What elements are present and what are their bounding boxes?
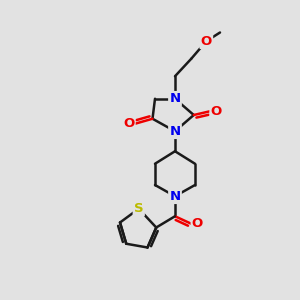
Text: O: O: [201, 35, 212, 48]
Text: N: N: [169, 190, 181, 203]
Text: O: O: [211, 105, 222, 118]
Text: O: O: [192, 217, 203, 230]
Text: N: N: [169, 92, 181, 105]
Text: N: N: [169, 125, 181, 138]
Text: S: S: [134, 202, 144, 215]
Text: O: O: [123, 117, 134, 130]
